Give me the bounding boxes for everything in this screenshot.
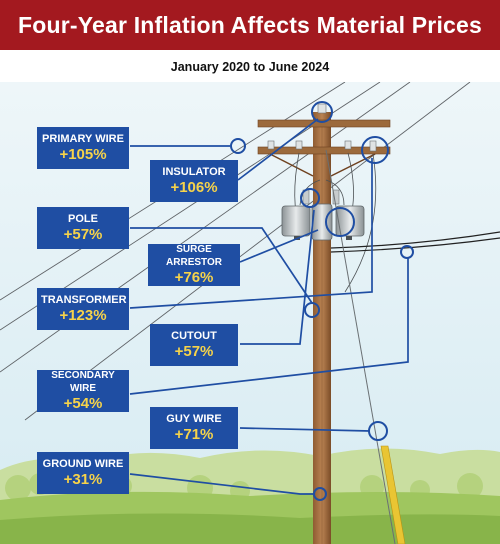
label-guy-wire: GUY WIRE +71%: [150, 407, 238, 449]
label-percent: +54%: [63, 395, 103, 412]
label-percent: +31%: [63, 470, 103, 488]
label-ground-wire: GROUND WIRE +31%: [37, 452, 129, 494]
label-percent: +105%: [59, 145, 107, 163]
label-name: POLE: [68, 212, 98, 225]
label-pole: POLE +57%: [37, 207, 129, 249]
label-percent: +76%: [174, 269, 214, 286]
lower-crossarm: [257, 146, 391, 155]
upper-crossarm: [257, 119, 391, 128]
label-percent: +71%: [174, 425, 214, 443]
label-name: SECONDARY WIRE: [51, 370, 115, 394]
label-name: INSULATOR: [162, 165, 226, 178]
label-name: TRANSFORMER: [41, 293, 127, 306]
label-percent: +123%: [59, 306, 107, 324]
label-transformer: TRANSFORMER +123%: [37, 288, 129, 330]
label-secondary-wire: SECONDARY WIRE +54%: [37, 370, 129, 412]
label-name: GROUND WIRE: [42, 457, 124, 470]
label-surge-arrestor: SURGE ARRESTOR +76%: [148, 244, 240, 286]
insulators: [267, 103, 377, 152]
label-percent: +57%: [174, 342, 214, 360]
label-cutout: CUTOUT +57%: [150, 324, 238, 366]
transformers: [281, 203, 365, 241]
foreground-field: [0, 513, 500, 544]
label-name: CUTOUT: [171, 329, 217, 342]
label-percent: +57%: [63, 225, 103, 243]
callout-circles: [230, 101, 414, 501]
label-primary-wire: PRIMARY WIRE +105%: [37, 127, 129, 169]
header-banner: Four-Year Inflation Affects Material Pri…: [0, 0, 500, 50]
callout-lines: [129, 118, 409, 495]
secondary-wires: [330, 231, 500, 253]
guy-wire: [325, 149, 396, 544]
guy-guard: [380, 445, 406, 544]
label-name: PRIMARY WIRE: [42, 132, 124, 145]
page-title: Four-Year Inflation Affects Material Pri…: [17, 11, 483, 38]
label-percent: +106%: [170, 178, 218, 196]
date-range-subtitle: January 2020 to June 2024: [170, 60, 330, 74]
label-name: SURGE ARRESTOR: [166, 244, 222, 268]
label-name: GUY WIRE: [166, 412, 222, 425]
label-insulator: INSULATOR +106%: [150, 160, 238, 202]
